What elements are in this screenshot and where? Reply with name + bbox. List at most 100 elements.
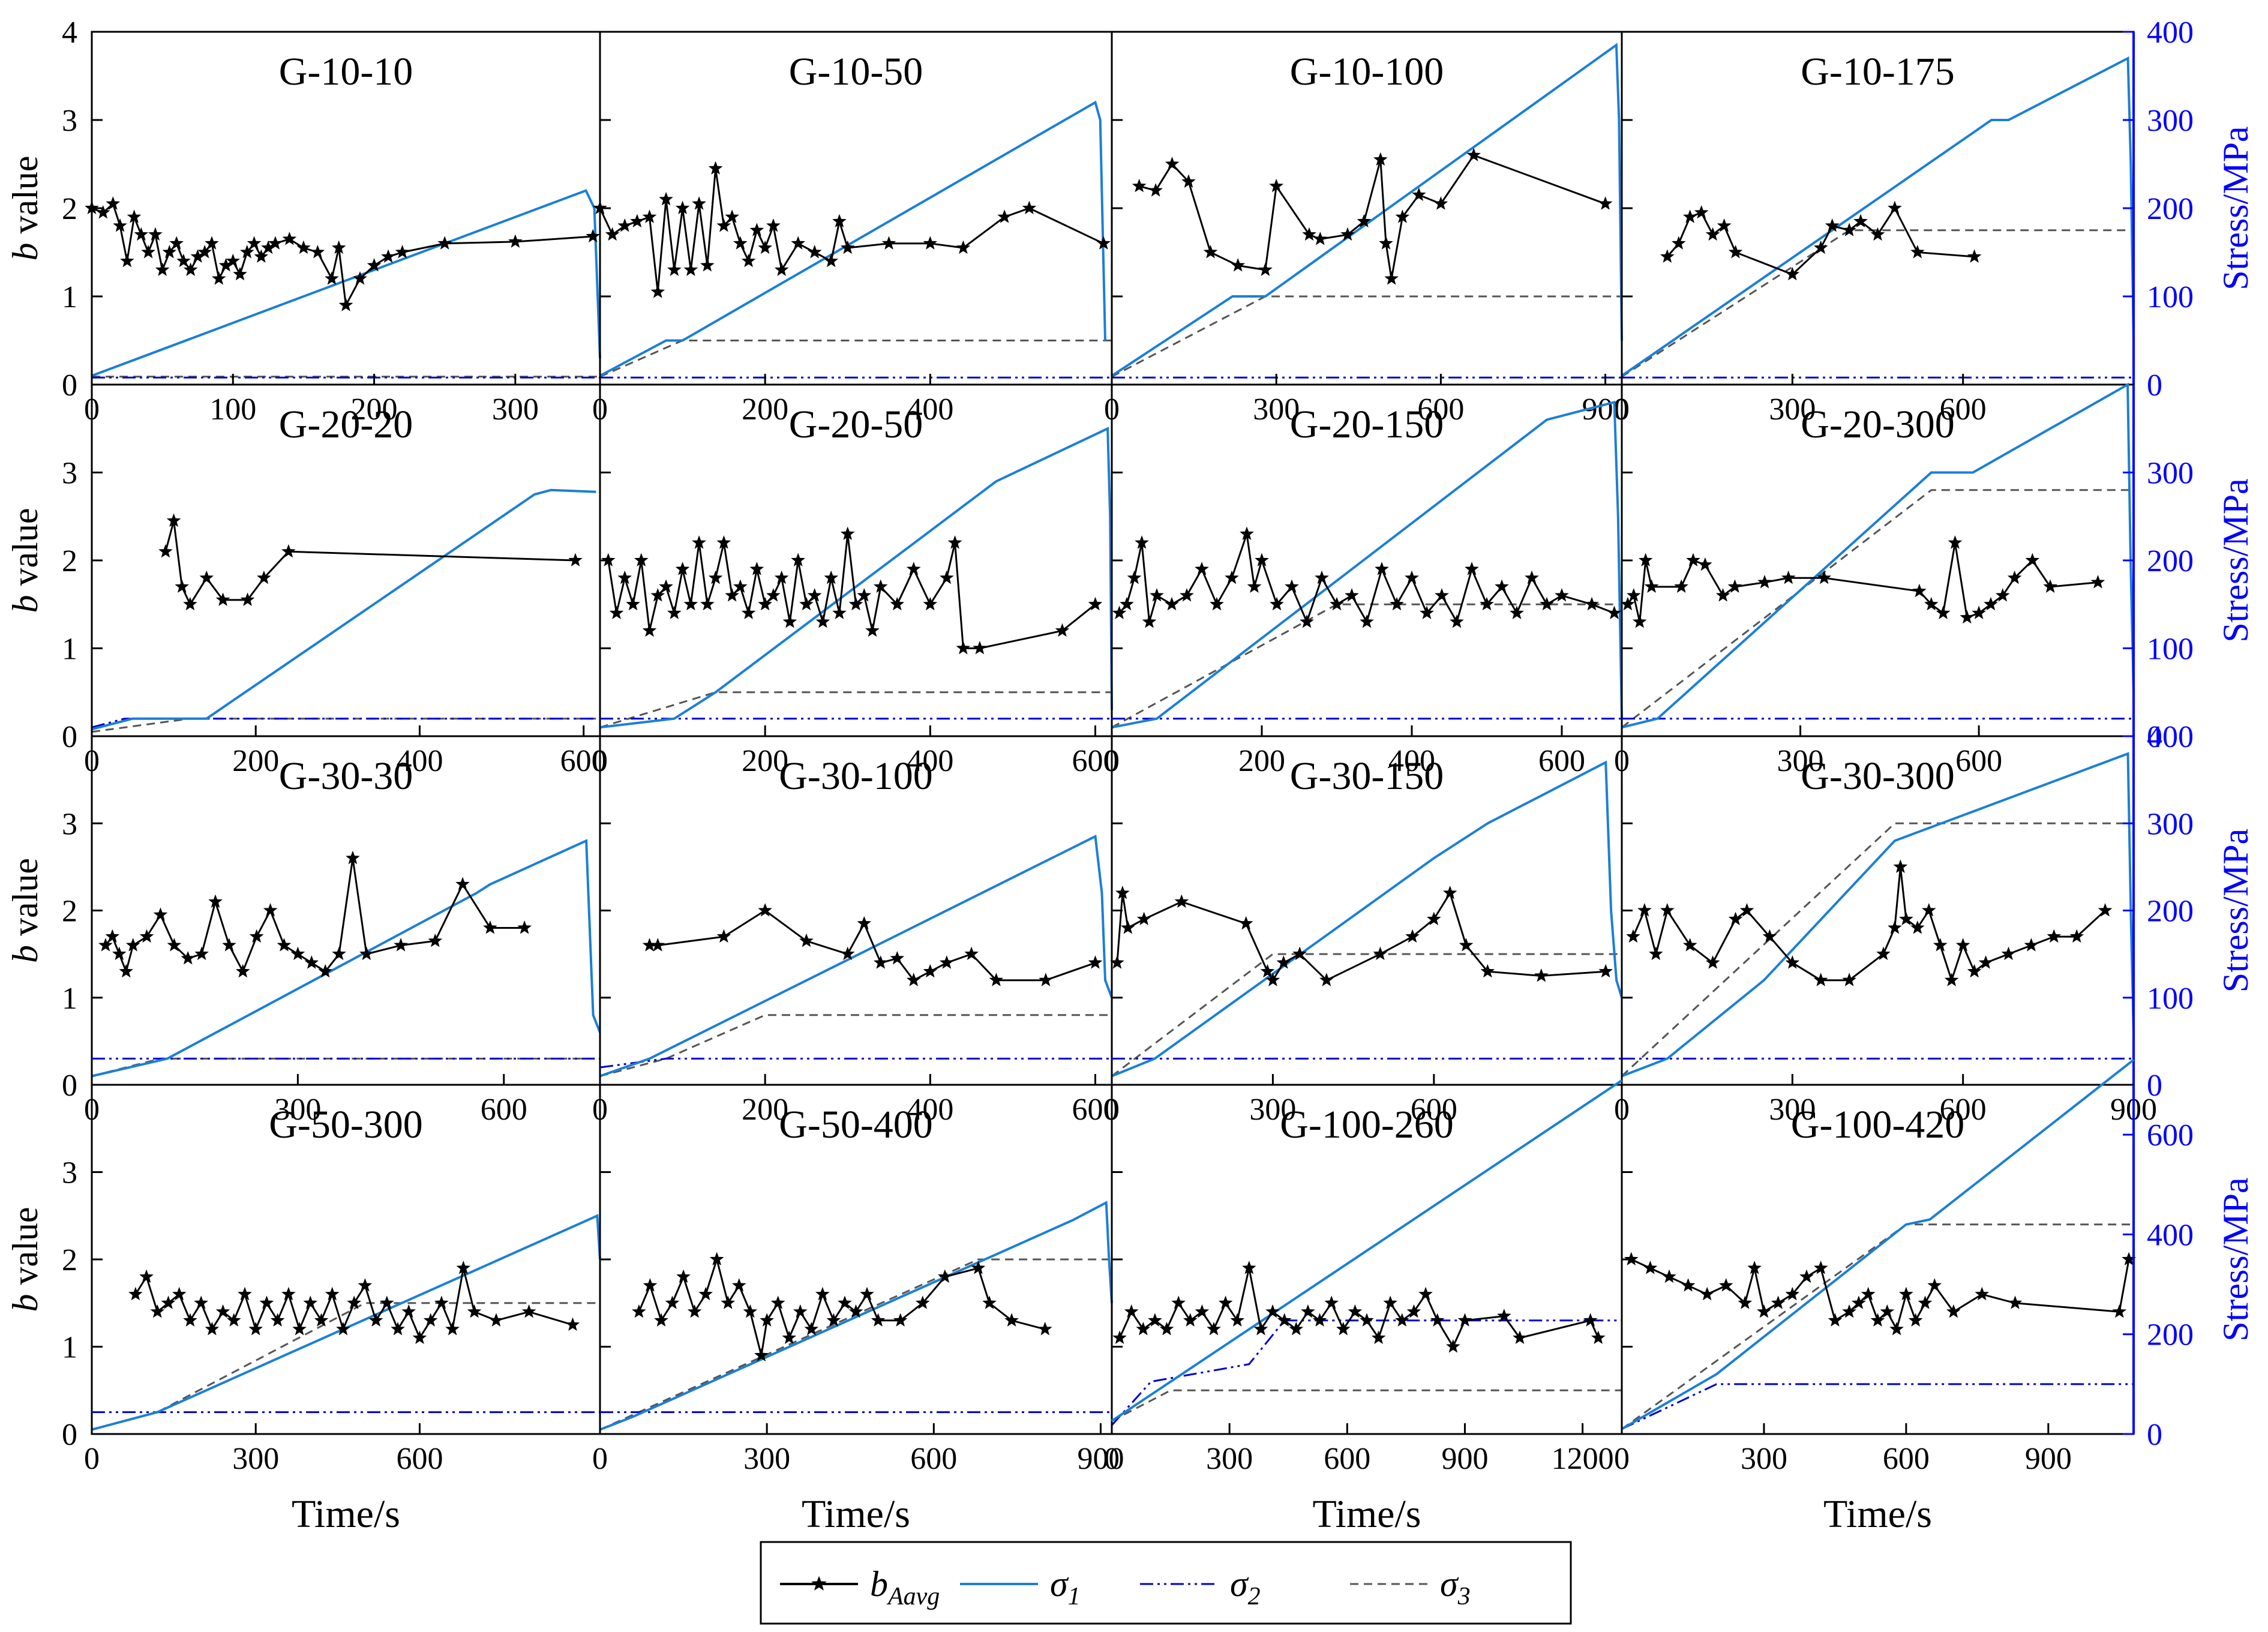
b-aavg-marker [1039,973,1053,986]
b-aavg-marker [483,920,497,934]
b-aavg-marker [1513,1330,1527,1344]
y-left-axis-label-rest: value [5,156,45,243]
b-aavg-marker [1384,271,1399,285]
b-aavg-marker [1430,1313,1445,1327]
b-aavg-marker [1626,929,1640,943]
b-aavg-marker [141,245,155,259]
b-aavg-marker [716,218,731,232]
b-aavg-marker [292,1321,307,1336]
y-right-axis-label: Stress/MPa [2216,126,2255,290]
x-axis-label: Time/s [1313,1492,1421,1536]
b-aavg-marker [1276,955,1291,969]
b-aavg-marker [176,253,191,268]
b-aavg-marker [758,596,772,611]
b-aavg-marker [455,877,470,890]
b-aavg-marker [1870,1313,1885,1327]
b-aavg-marker [687,1304,702,1318]
b-aavg-marker [183,596,197,611]
b-aavg-line [1118,1268,1600,1349]
b-aavg-marker [162,245,177,259]
b-aavg-marker [1715,588,1730,602]
b-aavg-marker [1135,535,1149,549]
b-aavg-marker [1371,1330,1386,1344]
b-aavg-marker [871,1313,886,1327]
b-aavg-marker [428,933,443,947]
b-aavg-marker [2047,929,2062,943]
panel-title: G-10-10 [279,50,413,94]
b-aavg-marker [1738,1295,1753,1309]
sigma1-line [599,427,1113,729]
b-aavg-line [1139,154,1606,279]
b-aavg-marker [1861,1286,1876,1301]
b-aavg-marker [708,570,723,584]
b-aavg-marker [1813,1261,1828,1274]
b-aavg-marker [1406,1304,1421,1318]
b-aavg-marker [248,1321,263,1336]
b-aavg-marker [971,1261,986,1274]
b-aavg-marker [1681,1278,1696,1292]
b-aavg-marker [1112,1330,1127,1344]
sigma1-line [1111,760,1623,1078]
b-aavg-marker [1948,535,1963,549]
panel-title: G-20-20 [279,403,413,446]
b-aavg-marker [1785,266,1800,281]
b-aavg-marker [1210,596,1224,611]
b-aavg-marker [1242,1261,1256,1274]
y-left-axis-label-rest: value [5,858,45,945]
b-aavg-marker [1946,1304,1961,1318]
b-aavg-marker [1231,258,1246,272]
b-aavg-marker [1457,1313,1472,1327]
x-tick-label: 400 [396,744,443,778]
b-aavg-marker [700,258,715,272]
y-left-tick-label: 1 [62,982,77,1016]
b-aavg-marker [394,938,408,952]
b-aavg-marker [766,218,781,232]
b-aavg-marker [314,1313,329,1327]
b-aavg-marker [1757,1304,1771,1318]
b-aavg-marker [826,1313,841,1327]
sigma2-line [599,1057,1112,1069]
b-aavg-marker [630,214,644,228]
b-aavg-marker [733,236,748,250]
b-aavg-line [638,1256,1046,1356]
b-aavg-marker [1921,903,1936,917]
b-aavg-marker [1555,588,1569,602]
b-aavg-marker [434,1295,449,1309]
b-aavg-marker [1379,236,1393,250]
b-aavg-marker [857,916,872,930]
b-aavg-marker [940,570,954,584]
b-aavg-marker [1495,579,1509,593]
b-aavg-marker [270,1313,285,1327]
b-aavg-marker [1120,596,1134,611]
b-aavg-marker [1313,232,1328,245]
b-aavg-marker [675,562,690,575]
b-aavg-marker [1004,1313,1019,1327]
b-aavg-marker [259,1295,274,1309]
b-aavg-marker [412,1330,427,1344]
b-aavg-marker [1967,249,1982,263]
b-aavg-marker [332,946,346,961]
b-aavg-marker [659,579,673,593]
b-aavg-marker [793,1304,808,1318]
legend: bAavg σ1 σ2 σ3 [760,1541,1572,1625]
b-aavg-marker [1446,1339,1460,1353]
b-aavg-marker [956,641,971,655]
y-left-tick-label: 3 [62,807,77,841]
b-aavg-marker [782,1330,797,1344]
x-tick-label: 100 [209,392,256,427]
b-aavg-marker [1277,1313,1292,1327]
y-right-axis-label: Stress/MPa [2216,478,2255,642]
b-aavg-marker [1292,946,1307,961]
b-aavg-marker [194,1295,208,1309]
b-aavg-marker [381,249,395,263]
b-aavg-marker [1336,1321,1351,1336]
y-left-tick-label: 2 [62,895,77,929]
b-aavg-marker [359,946,374,961]
b-aavg-marker [1395,209,1410,223]
b-aavg-marker [1728,911,1743,926]
b-aavg-marker [1534,968,1549,982]
panel-g-50-400: G-50-400 0 300 600 900 [592,1084,1124,1476]
b-aavg-marker [754,1348,769,1362]
